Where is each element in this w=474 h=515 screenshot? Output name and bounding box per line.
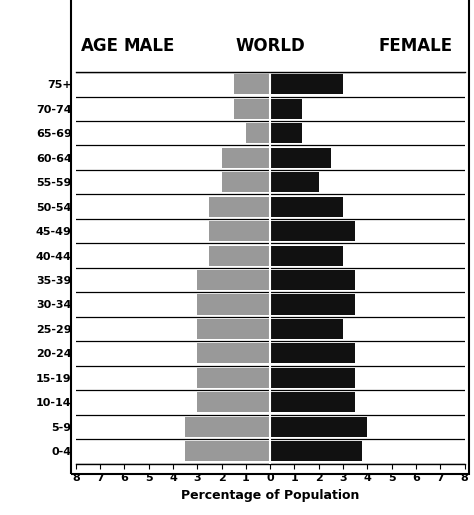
Bar xyxy=(197,344,270,364)
Bar xyxy=(185,417,270,437)
Bar xyxy=(270,99,302,119)
Bar xyxy=(270,441,363,461)
Text: FEMALE: FEMALE xyxy=(379,38,453,55)
Bar xyxy=(210,221,270,241)
Bar xyxy=(270,172,319,192)
Bar xyxy=(210,246,270,266)
Bar xyxy=(270,148,331,168)
Bar xyxy=(270,123,302,143)
Text: AGE: AGE xyxy=(81,38,118,55)
Bar xyxy=(270,270,355,290)
Bar xyxy=(234,99,270,119)
Bar xyxy=(197,319,270,339)
Bar xyxy=(270,319,343,339)
Bar xyxy=(210,197,270,217)
X-axis label: Percentage of Population: Percentage of Population xyxy=(181,489,359,502)
Bar xyxy=(197,295,270,315)
Bar xyxy=(270,246,343,266)
Bar xyxy=(197,270,270,290)
Bar xyxy=(270,417,367,437)
Bar xyxy=(270,392,355,413)
Bar xyxy=(270,344,355,364)
Bar xyxy=(270,368,355,388)
Bar xyxy=(270,221,355,241)
Bar xyxy=(270,295,355,315)
Bar xyxy=(185,441,270,461)
Bar xyxy=(221,172,270,192)
Bar xyxy=(234,74,270,94)
Text: WORLD: WORLD xyxy=(235,38,305,55)
Bar xyxy=(270,74,343,94)
Bar xyxy=(197,392,270,413)
Bar xyxy=(246,123,270,143)
Bar xyxy=(270,197,343,217)
Text: MALE: MALE xyxy=(123,38,174,55)
Bar xyxy=(197,368,270,388)
Bar xyxy=(221,148,270,168)
